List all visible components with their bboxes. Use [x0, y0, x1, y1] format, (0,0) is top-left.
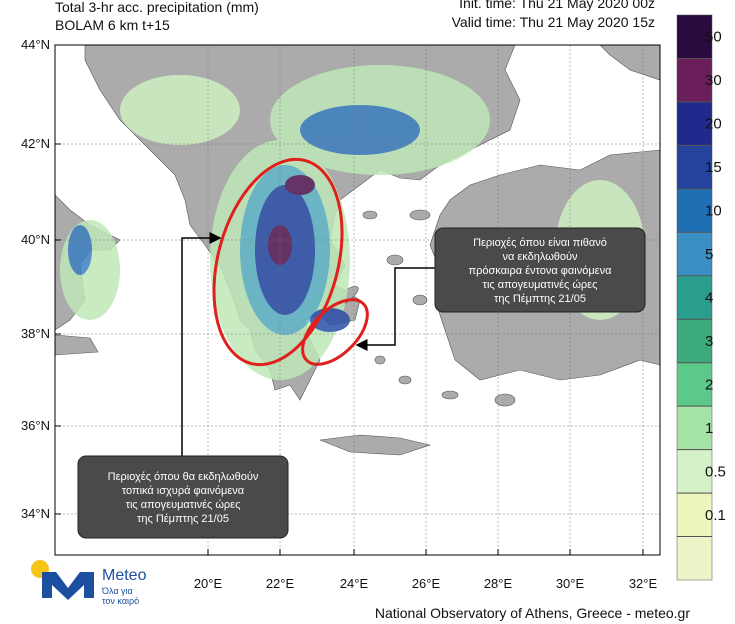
colorbar-label: 0.1 [705, 507, 726, 524]
lon-label: 30°E [556, 576, 585, 591]
colorbar-label: 20 [705, 116, 722, 133]
lon-label: 26°E [412, 576, 441, 591]
map-frame [54, 44, 661, 556]
colorbar-label: 0.5 [705, 463, 726, 480]
colorbar-bin [676, 101, 713, 146]
logo: Meteo Όλα για τον καιρό [31, 560, 147, 606]
annotation-text: τις απογευματινές ώρες [483, 279, 598, 291]
lon-label: 24°E [340, 576, 369, 591]
logo-tagline: τον καιρό [102, 596, 139, 606]
colorbar-label: 5 [705, 246, 713, 263]
lat-label: 40°N [21, 232, 50, 247]
init-time: Init. time: Thu 21 May 2020 00z [459, 0, 655, 11]
lon-label: 32°E [629, 576, 658, 591]
lat-label: 42°N [21, 136, 50, 151]
lat-label: 44°N [21, 37, 50, 52]
colorbar-label: 4 [705, 290, 713, 307]
colorbar-label: 30 [705, 72, 722, 89]
annotation-text: της Πέμπτης 21/05 [137, 513, 229, 525]
colorbar-bin [676, 14, 713, 59]
annotation-text: Περιοχές όπου είναι πιθανό [473, 237, 607, 249]
colorbar-label: 10 [705, 203, 722, 220]
logo-tagline: Όλα για [101, 586, 133, 596]
arrow [355, 267, 435, 351]
lat-label: 36°N [21, 418, 50, 433]
lon-label: 22°E [266, 576, 295, 591]
colorbar-bin [676, 58, 713, 103]
annotation-box [77, 455, 289, 539]
colorbar-bin [676, 318, 713, 363]
annotation-text: Περιοχές όπου θα εκδηλωθούν [108, 471, 259, 483]
colorbar-label: 2 [705, 376, 713, 393]
annotation-box [434, 227, 646, 313]
colorbar-label: 1 [705, 420, 713, 437]
colorbar-label: 15 [705, 159, 722, 176]
colorbar-bin [676, 145, 713, 190]
logo-name: Meteo [102, 567, 147, 584]
colorbar-bin [676, 362, 713, 407]
lon-label: 20°E [194, 576, 223, 591]
lon-label: 28°E [484, 576, 513, 591]
colorbar-bin [676, 232, 713, 277]
annotation-text: τις απογευματινές ώρες [126, 499, 241, 511]
colorbar-bin [676, 405, 713, 450]
valid-time: Valid time: Thu 21 May 2020 15z [452, 14, 655, 30]
colorbar-bin [676, 275, 713, 320]
arrow [181, 232, 222, 456]
annotation-text: πρόσκαιρα έντονα φαινόμενα [469, 265, 613, 277]
annotation-text: της Πέμπτης 21/05 [494, 293, 586, 305]
footer: National Observatory of Athens, Greece -… [375, 605, 690, 621]
title: Total 3-hr acc. precipitation (mm) [55, 0, 259, 15]
colorbar-label: 3 [705, 333, 713, 350]
lat-label: 38°N [21, 326, 50, 341]
annotation-text: τοπικά ισχυρά φαινόμενα [122, 485, 245, 497]
colorbar-label: 50 [705, 29, 722, 46]
lat-label: 34°N [21, 506, 50, 521]
highlight-area [301, 298, 369, 366]
model: BOLAM 6 km t+15 [55, 17, 170, 33]
colorbar-bin [676, 536, 713, 581]
colorbar-bin [676, 492, 713, 537]
colorbar-bin [676, 188, 713, 233]
highlight-area [212, 157, 344, 367]
annotation-text: να εκδηλωθούν [502, 251, 578, 263]
